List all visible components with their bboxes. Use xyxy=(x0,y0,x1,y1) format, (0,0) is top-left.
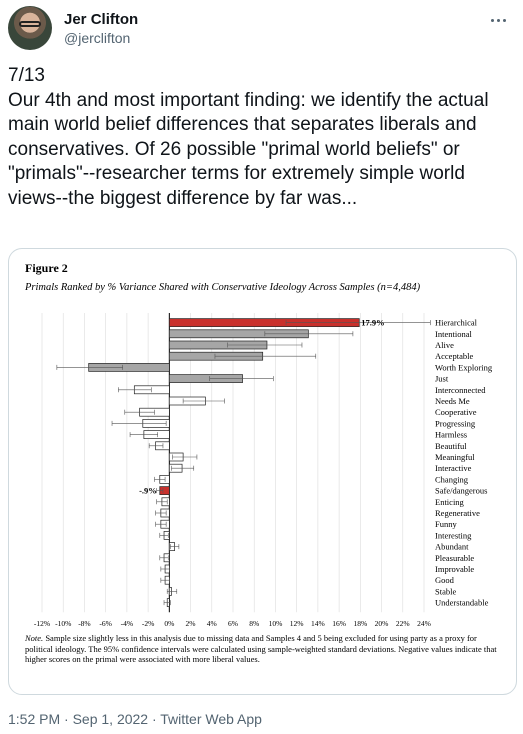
x-tick-label: 24% xyxy=(417,619,431,628)
x-tick-label: -12% xyxy=(34,619,50,628)
category-label: Funny xyxy=(435,519,457,529)
category-label: Beautiful xyxy=(435,441,467,451)
data-label: -.9% xyxy=(139,486,157,496)
figure-subtitle: Primals Ranked by % Variance Shared with… xyxy=(25,282,421,293)
category-label: Interconnected xyxy=(435,385,486,395)
x-tick-label: 12% xyxy=(290,619,304,628)
x-tick-label: -8% xyxy=(78,619,91,628)
x-tick-label: 18% xyxy=(353,619,367,628)
category-label: Enticing xyxy=(435,497,465,507)
category-label: Cooperative xyxy=(435,407,477,417)
avatar-glasses xyxy=(19,21,41,27)
more-options-icon[interactable] xyxy=(489,10,509,30)
note-label: Note. xyxy=(25,633,44,643)
attached-image-card[interactable]: Figure 2 Primals Ranked by % Variance Sh… xyxy=(8,248,517,695)
figure-note: Note. Sample size slightly less in this … xyxy=(25,633,503,665)
tweet-text: 7/13 Our 4th and most important finding:… xyxy=(8,65,489,209)
category-label: Intentional xyxy=(435,329,472,339)
x-tick-label: 2% xyxy=(186,619,196,628)
category-label: Abundant xyxy=(435,542,469,552)
tweet-header: Jer Clifton @jerclifton xyxy=(8,6,515,50)
category-label: Safe/dangerous xyxy=(435,486,487,496)
figure-label: Figure 2 xyxy=(25,261,68,275)
x-tick-label: 0% xyxy=(164,619,174,628)
category-label: Improvable xyxy=(435,564,474,574)
category-label: Worth Exploring xyxy=(435,362,493,372)
tweet-timestamp[interactable]: 1:52 PM · Sep 1, 2022 · Twitter Web App xyxy=(8,711,262,727)
category-label: Hierarchical xyxy=(435,318,478,328)
category-label: Progressing xyxy=(435,418,476,428)
x-tick-label: 14% xyxy=(311,619,325,628)
x-tick-label: -4% xyxy=(121,619,134,628)
x-tick-label: 22% xyxy=(396,619,410,628)
author-handle[interactable]: @jerclifton xyxy=(64,30,131,46)
data-label: 17.9% xyxy=(361,318,384,328)
x-tick-label: 20% xyxy=(375,619,389,628)
x-tick-label: -2% xyxy=(142,619,155,628)
x-tick-label: 4% xyxy=(207,619,217,628)
category-label: Alive xyxy=(435,340,454,350)
category-label: Regenerative xyxy=(435,508,480,518)
x-tick-label: -10% xyxy=(55,619,71,628)
category-label: Interactive xyxy=(435,463,472,473)
category-label: Interesting xyxy=(435,530,472,540)
category-label: Stable xyxy=(435,586,456,596)
category-label: Harmless xyxy=(435,430,467,440)
category-label: Just xyxy=(435,374,449,384)
author-name[interactable]: Jer Clifton xyxy=(64,11,139,28)
category-label: Good xyxy=(435,575,455,585)
category-label: Acceptable xyxy=(435,351,473,361)
category-label: Changing xyxy=(435,474,469,484)
x-tick-label: 6% xyxy=(228,619,238,628)
x-tick-label: 8% xyxy=(249,619,259,628)
avatar[interactable] xyxy=(8,6,52,50)
category-label: Needs Me xyxy=(435,396,470,406)
category-label: Pleasurable xyxy=(435,553,474,563)
x-tick-label: 16% xyxy=(332,619,346,628)
x-tick-label: 10% xyxy=(269,619,283,628)
category-label: Meaningful xyxy=(435,452,475,462)
x-tick-label: -6% xyxy=(99,619,112,628)
note-text: Sample size slightly less in this analys… xyxy=(25,633,497,664)
primals-bar-chart: -12% -10% -8% -6% -4% -2% 0% 2% 4% 6% 8% 10% 12% 14% 1… xyxy=(34,313,493,628)
category-label: Understandable xyxy=(435,598,489,608)
